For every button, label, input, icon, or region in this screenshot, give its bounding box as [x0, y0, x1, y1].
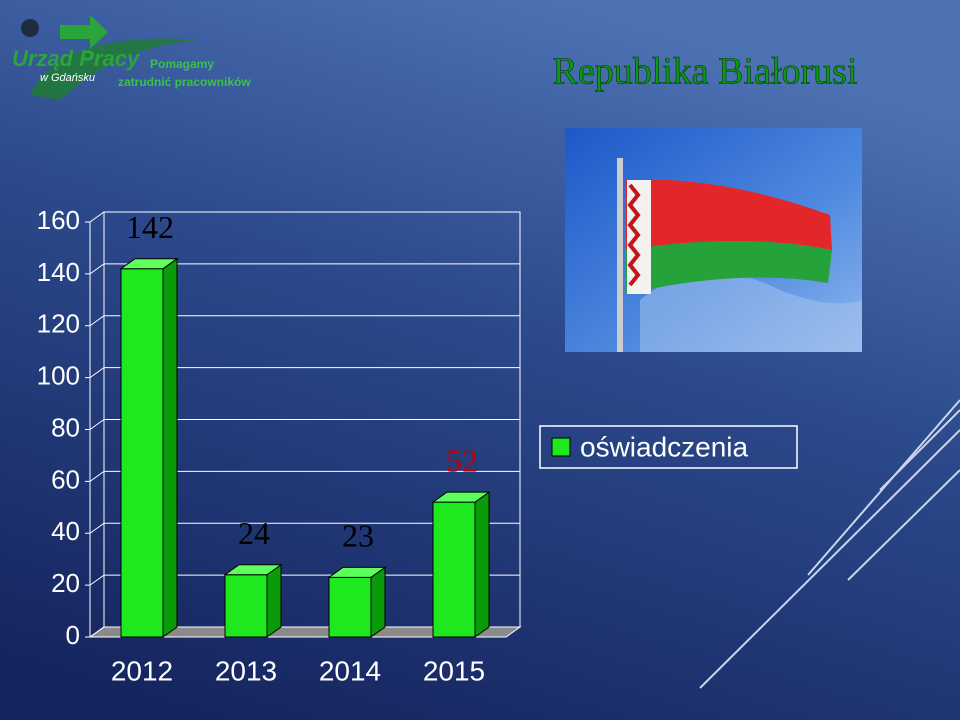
y-tick-label: 100 — [37, 361, 80, 391]
bar-side — [266, 563, 282, 638]
bar-front — [432, 501, 476, 638]
decor-lines — [699, 399, 960, 689]
bar-top — [119, 258, 179, 270]
bar-top — [431, 491, 491, 503]
bar-top — [327, 566, 387, 578]
chart-title: Republika Białorusi — [552, 51, 857, 93]
y-tick-label: 40 — [51, 516, 80, 546]
logo-name: Urząd Pracy — [12, 46, 141, 71]
logo-place: w Gdańsku — [40, 72, 95, 84]
bar-front — [224, 574, 268, 638]
bar — [327, 566, 387, 638]
bar — [431, 491, 491, 638]
y-tick-label: 60 — [51, 464, 80, 494]
value-label: 23 — [342, 518, 374, 554]
bar — [119, 257, 179, 638]
bar-side — [370, 566, 386, 638]
grid-line — [89, 211, 520, 223]
grid-line — [89, 263, 520, 275]
flag-photo — [565, 128, 862, 352]
y-tick-label: 20 — [51, 568, 80, 598]
logo: Urząd Pracy w Gdańsku Pomagamy zatrudnić… — [12, 15, 251, 100]
value-label: 52 — [446, 442, 478, 478]
x-tick-label: 2015 — [423, 655, 485, 686]
y-tick-label: 160 — [37, 205, 80, 235]
bar-top — [223, 564, 283, 576]
grid-line — [89, 419, 520, 430]
y-tick-label: 120 — [37, 309, 80, 339]
plot: 0 20 40 60 80 100 120 140 160 2012 142 2013 24 2014 23… — [37, 205, 522, 686]
grid-line — [89, 470, 520, 482]
grid-line — [89, 315, 520, 327]
x-tick-label: 2012 — [111, 655, 173, 686]
bar — [223, 563, 283, 638]
grid-line — [89, 522, 520, 534]
x-tick-label: 2014 — [319, 655, 381, 686]
legend: oświadczenia — [539, 425, 798, 469]
bar-front — [120, 268, 164, 638]
y-tick-label: 80 — [51, 412, 80, 442]
slogan: zatrudnić pracowników — [118, 75, 251, 89]
grid-line — [89, 367, 520, 379]
bar-front — [328, 576, 372, 638]
value-label: 142 — [126, 209, 174, 245]
legend-label: oświadczenia — [580, 431, 749, 462]
bar-side — [162, 257, 178, 638]
y-tick-label: 0 — [66, 620, 80, 650]
x-tick-label: 2013 — [215, 655, 277, 686]
slogan: Pomagamy — [150, 57, 214, 71]
bar-side — [474, 491, 490, 638]
value-label: 24 — [238, 515, 270, 551]
legend-swatch — [551, 437, 571, 457]
legend-box — [539, 425, 798, 469]
y-tick-label: 140 — [37, 257, 80, 287]
